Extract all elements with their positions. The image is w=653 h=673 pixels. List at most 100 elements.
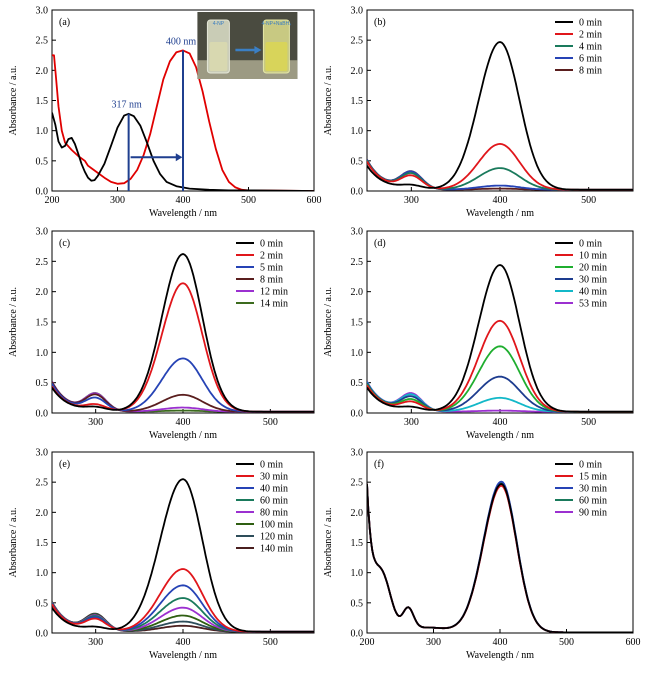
x-tick-label: 600: [626, 637, 641, 648]
y-tick-label: 0.5: [351, 378, 364, 389]
x-axis-title: Wavelength / nm: [466, 208, 534, 219]
y-tick-label: 1.0: [351, 348, 364, 359]
y-tick-label: 1.5: [36, 96, 49, 107]
x-tick-label: 200: [45, 195, 60, 206]
x-axis-title: Wavelength / nm: [466, 430, 534, 441]
chart-panel-f: 0.0 0.5 1.0 1.5 2.0 2.5 3.0 200 300 400 500 600 Wave…: [323, 448, 641, 662]
y-tick-label: 0.0: [351, 629, 364, 640]
peak-annotation: 400 nm: [166, 36, 197, 47]
y-tick-label: 2.0: [351, 287, 364, 298]
x-tick-label: 300: [88, 417, 103, 428]
y-axis-title: Absorbance / a.u.: [323, 508, 334, 578]
chart-panel-c: 0.0 0.5 1.0 1.5 2.0 2.5 3.0 300 400 500 Wavelength…: [8, 227, 315, 441]
y-tick-label: 1.0: [351, 568, 364, 579]
x-tick-label: 500: [581, 417, 596, 428]
legend-label: 30 min: [579, 275, 607, 286]
panel-label: (a): [59, 17, 70, 28]
y-tick-label: 0.0: [36, 187, 49, 198]
y-tick-label: 0.5: [36, 378, 49, 389]
x-tick-label: 400: [176, 637, 191, 648]
series-line: [367, 264, 633, 413]
x-axis-title: Wavelength / nm: [149, 208, 217, 219]
x-axis-title: Wavelength / nm: [149, 650, 217, 661]
y-tick-label: 0.5: [36, 598, 49, 609]
legend-label: 0 min: [260, 460, 283, 471]
legend-label: 30 min: [260, 472, 288, 483]
y-tick-label: 2.0: [36, 508, 49, 519]
panel-label: (b): [374, 17, 386, 28]
x-tick-label: 400: [176, 195, 191, 206]
x-tick-label: 300: [110, 195, 125, 206]
legend-label: 15 min: [579, 472, 607, 483]
y-tick-label: 0.5: [351, 598, 364, 609]
y-axis-title: Absorbance / a.u.: [323, 66, 334, 136]
series-line: [367, 483, 633, 633]
series-line: [52, 253, 314, 413]
legend-label: 140 min: [260, 544, 293, 555]
y-tick-label: 2.5: [36, 257, 49, 268]
legend-label: 40 min: [260, 484, 288, 495]
legend-label: 8 min: [260, 275, 283, 286]
y-tick-label: 2.5: [351, 478, 364, 489]
y-tick-label: 2.5: [351, 36, 364, 47]
y-tick-label: 2.5: [36, 478, 49, 489]
legend-label: 60 min: [260, 496, 288, 507]
y-tick-label: 2.5: [351, 257, 364, 268]
legend-label: 100 min: [260, 520, 293, 531]
x-tick-label: 200: [360, 637, 375, 648]
x-axis-title: Wavelength / nm: [149, 430, 217, 441]
y-tick-label: 1.0: [351, 126, 364, 137]
y-tick-label: 1.5: [36, 538, 49, 549]
x-tick-label: 400: [176, 417, 191, 428]
y-tick-label: 1.0: [36, 126, 49, 137]
y-tick-label: 3.0: [351, 227, 364, 238]
legend-label: 14 min: [260, 299, 288, 310]
legend-label: 30 min: [579, 484, 607, 495]
legend-label: 20 min: [579, 263, 607, 274]
y-tick-label: 3.0: [36, 448, 49, 459]
shift-arrow-head: [175, 153, 183, 162]
x-tick-label: 300: [404, 195, 419, 206]
y-tick-label: 3.0: [351, 6, 364, 17]
x-tick-label: 500: [263, 637, 278, 648]
y-tick-label: 0.0: [351, 187, 364, 198]
series-line: [367, 41, 633, 191]
series-line: [367, 143, 633, 191]
chart-panel-d: 0.0 0.5 1.0 1.5 2.0 2.5 3.0 300 400 500 Wavelength…: [323, 227, 634, 441]
legend-label: 60 min: [579, 496, 607, 507]
legend-label: 40 min: [579, 287, 607, 298]
inset-label: 4-NP+NaBH₄: [262, 21, 292, 27]
chart-panel-a: 0.0 0.5 1.0 1.5 2.0 2.5 3.0 200 300 400 500 600 Wave…: [8, 6, 322, 220]
legend-label: 80 min: [260, 508, 288, 519]
legend-label: 53 min: [579, 299, 607, 310]
y-tick-label: 0.0: [351, 409, 364, 420]
y-axis-title: Absorbance / a.u.: [8, 508, 19, 578]
chart-panel-b: 0.0 0.5 1.0 1.5 2.0 2.5 3.0 300 400 500 Wavelength…: [323, 6, 634, 219]
x-tick-label: 300: [88, 637, 103, 648]
series-line: [52, 49, 314, 191]
y-axis-title: Absorbance / a.u.: [8, 287, 19, 357]
y-axis-title: Absorbance / a.u.: [8, 66, 19, 136]
y-tick-label: 3.0: [36, 6, 49, 17]
legend-label: 12 min: [260, 287, 288, 298]
x-tick-label: 500: [241, 195, 256, 206]
legend-label: 0 min: [579, 18, 602, 29]
y-tick-label: 3.0: [351, 448, 364, 459]
y-tick-label: 2.5: [36, 36, 49, 47]
x-tick-label: 300: [426, 637, 441, 648]
legend-label: 0 min: [260, 239, 283, 250]
y-tick-label: 1.5: [351, 538, 364, 549]
legend-label: 5 min: [260, 263, 283, 274]
x-tick-label: 600: [307, 195, 322, 206]
panel-label: (d): [374, 238, 386, 249]
chart-panel-e: 0.0 0.5 1.0 1.5 2.0 2.5 3.0 300 400 500 Wavelength…: [8, 448, 315, 661]
panel-label: (f): [374, 459, 384, 470]
panel-label: (c): [59, 238, 70, 249]
x-tick-label: 500: [263, 417, 278, 428]
panel-label: (e): [59, 459, 70, 470]
peak-annotation: 317 nm: [111, 100, 142, 111]
y-tick-label: 1.0: [36, 568, 49, 579]
y-axis-title: Absorbance / a.u.: [323, 287, 334, 357]
x-tick-label: 500: [559, 637, 574, 648]
